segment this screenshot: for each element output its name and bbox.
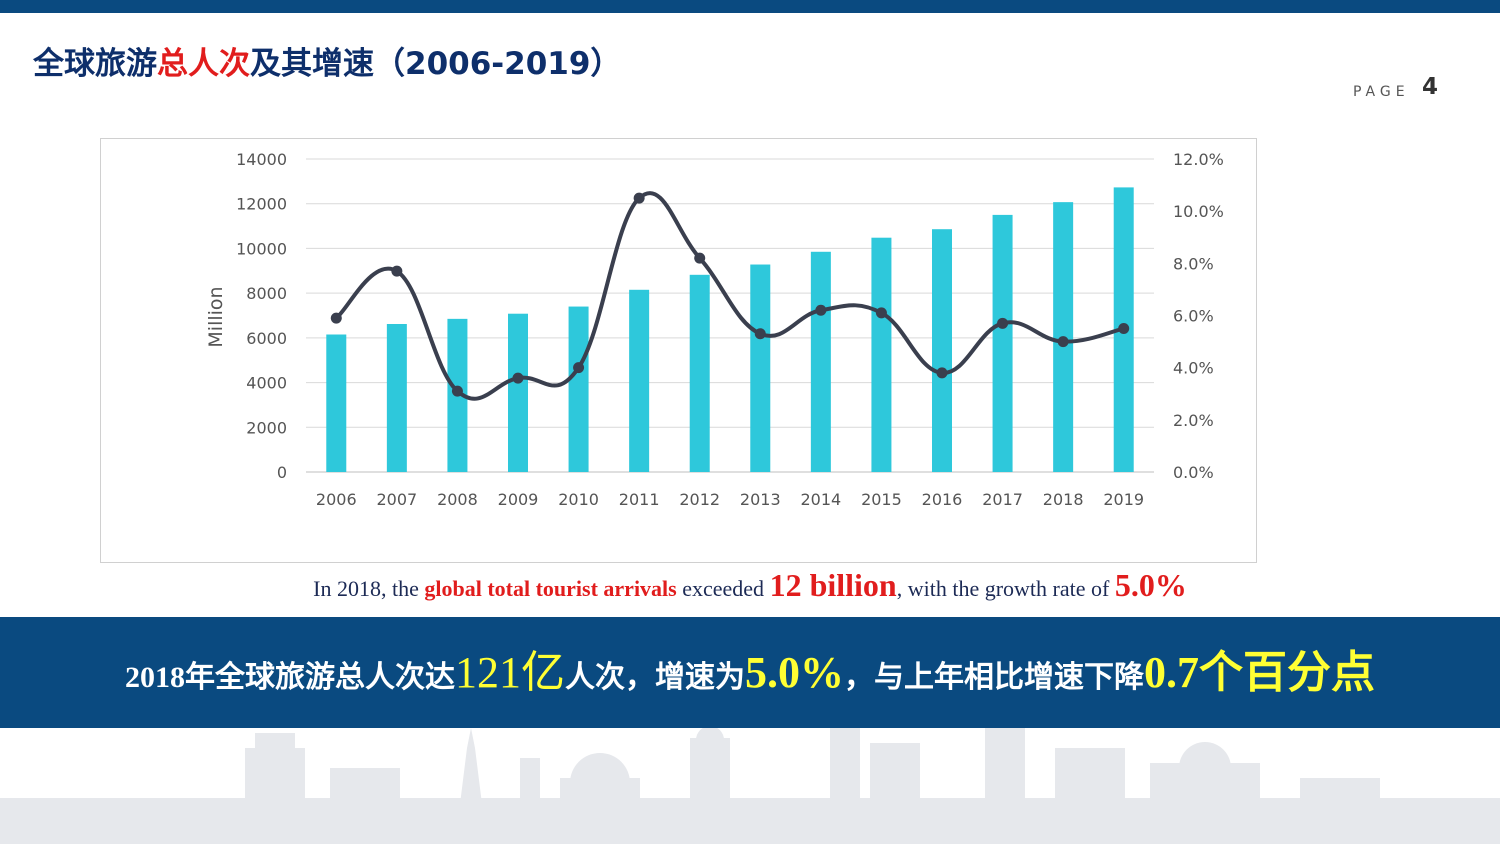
left-tick-label: 2000 xyxy=(246,418,287,437)
caption-highlight1: global total tourist arrivals xyxy=(424,576,677,601)
bar xyxy=(326,334,347,472)
bar xyxy=(568,306,589,472)
growth-point xyxy=(451,385,463,397)
banner-part1: 2018年全球旅游总人次达 xyxy=(125,661,455,694)
right-tick-label: 0.0% xyxy=(1173,463,1214,482)
x-axis-ticks: 2006 2007 2008 2009 2010 2011 2012 2013 2014 2015… xyxy=(316,490,1144,509)
banner-part3: ，与上年相比增速下降 xyxy=(844,661,1144,694)
right-tick-label: 4.0% xyxy=(1173,359,1214,378)
banner-text: 2018年全球旅游总人次达121亿人次，增速为5.0%，与上年相比增速下降0.7… xyxy=(0,617,1500,728)
bar xyxy=(508,313,528,472)
banner-part2: 人次，增速为 xyxy=(565,661,745,694)
x-tick-label: 2017 xyxy=(982,490,1023,509)
left-tick-label: 12000 xyxy=(236,195,287,214)
line-series xyxy=(330,191,1130,401)
x-tick-label: 2006 xyxy=(316,490,357,509)
chart-svg: 0 2000 4000 6000 8000 10000 12000 14000 0.0% 2.0… xyxy=(205,150,1224,509)
bar xyxy=(386,323,407,472)
growth-point xyxy=(936,367,948,379)
growth-point xyxy=(330,312,342,324)
title-part1: 全球旅游 xyxy=(33,46,157,82)
x-tick-label: 2014 xyxy=(800,490,841,509)
x-tick-label: 2013 xyxy=(740,490,781,509)
bar xyxy=(932,229,952,472)
growth-point xyxy=(573,362,585,374)
left-tick-label: 6000 xyxy=(246,329,287,348)
page-title: 全球旅游总人次及其增速（2006-2019） xyxy=(33,38,621,83)
right-tick-label: 10.0% xyxy=(1173,202,1224,221)
growth-point xyxy=(1057,336,1069,348)
growth-point xyxy=(1118,323,1130,335)
growth-point xyxy=(391,265,403,277)
page-label: PAGE xyxy=(1353,84,1410,100)
caption-part2: exceeded xyxy=(676,576,770,601)
x-tick-label: 2019 xyxy=(1103,490,1144,509)
x-tick-label: 2018 xyxy=(1043,490,1084,509)
city-skyline-decoration xyxy=(0,728,1500,844)
chart-frame: 0 2000 4000 6000 8000 10000 12000 14000 0.0% 2.0… xyxy=(100,138,1257,563)
top-accent-bar xyxy=(0,0,1500,13)
caption-highlight2: 12 billion xyxy=(769,567,897,603)
x-tick-label: 2016 xyxy=(922,490,963,509)
banner-number1: 121亿 xyxy=(455,648,565,697)
left-tick-label: 10000 xyxy=(236,239,287,258)
bar xyxy=(689,274,710,472)
bar xyxy=(992,214,1013,472)
banner-number2: 5.0% xyxy=(745,648,844,697)
x-tick-label: 2009 xyxy=(498,490,539,509)
bar xyxy=(750,264,771,472)
right-tick-label: 8.0% xyxy=(1173,254,1214,273)
left-axis-ticks: 0 2000 4000 6000 8000 10000 12000 14000 xyxy=(236,150,287,482)
left-tick-label: 0 xyxy=(277,463,287,482)
title-highlight: 总人次 xyxy=(157,46,250,82)
y-axis-label: Million xyxy=(205,286,227,347)
page-number: 4 xyxy=(1422,74,1439,100)
chart-caption: In 2018, the global total tourist arriva… xyxy=(0,567,1500,604)
summary-banner: 2018年全球旅游总人次达121亿人次，增速为5.0%，与上年相比增速下降0.7… xyxy=(0,617,1500,728)
x-tick-label: 2011 xyxy=(619,490,660,509)
growth-point xyxy=(815,304,827,316)
banner-number3: 0.7个百分点 xyxy=(1144,648,1375,697)
title-part2: 及其增速（2006-2019） xyxy=(250,46,622,82)
x-tick-label: 2008 xyxy=(437,490,478,509)
x-tick-label: 2012 xyxy=(679,490,720,509)
growth-point xyxy=(512,372,524,384)
right-tick-label: 6.0% xyxy=(1173,307,1214,326)
x-tick-label: 2007 xyxy=(376,490,417,509)
right-tick-label: 12.0% xyxy=(1173,150,1224,169)
caption-part3: , with the growth rate of xyxy=(896,576,1115,601)
bar-series xyxy=(326,187,1134,473)
left-tick-label: 4000 xyxy=(246,374,287,393)
caption-part1: In 2018, the xyxy=(313,576,425,601)
bar xyxy=(810,251,831,472)
bar xyxy=(871,237,892,472)
caption-highlight3: 5.0% xyxy=(1114,567,1187,603)
gridlines xyxy=(306,158,1154,473)
growth-point xyxy=(633,192,645,204)
x-tick-label: 2015 xyxy=(861,490,902,509)
left-tick-label: 14000 xyxy=(236,150,287,169)
x-tick-label: 2010 xyxy=(558,490,599,509)
left-tick-label: 8000 xyxy=(246,284,287,303)
bar xyxy=(629,289,650,472)
growth-point xyxy=(754,328,766,340)
right-tick-label: 2.0% xyxy=(1173,411,1214,430)
growth-point xyxy=(694,252,706,264)
right-axis-ticks: 0.0% 2.0% 4.0% 6.0% 8.0% 10.0% 12.0% xyxy=(1173,150,1224,482)
growth-point xyxy=(875,307,887,319)
growth-point xyxy=(997,317,1009,329)
